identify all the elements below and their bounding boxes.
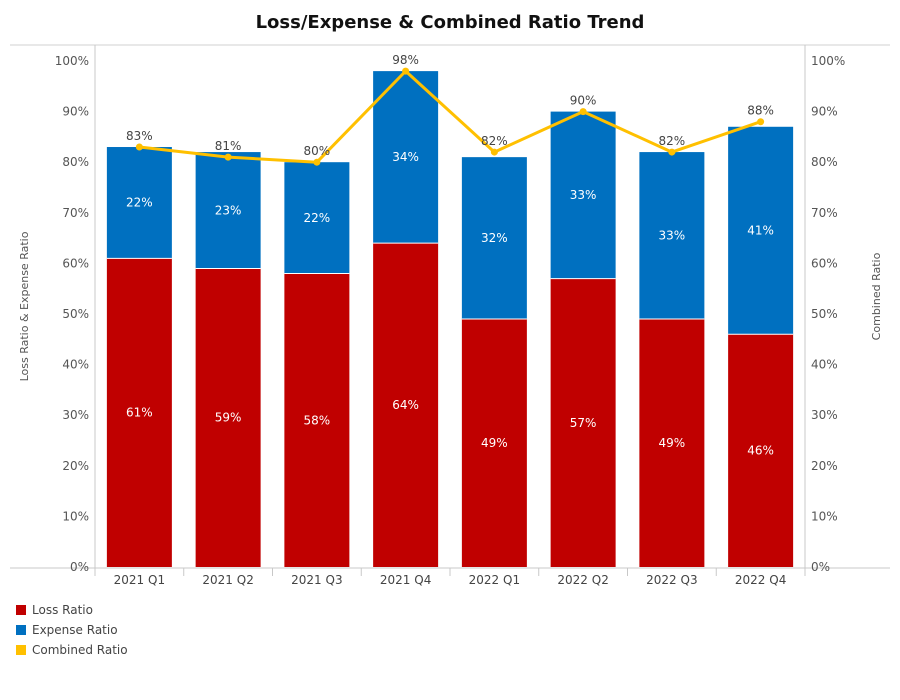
bar-loss-ratio [284,273,350,567]
data-label-combined-ratio: 82% [481,134,508,148]
data-label-loss-ratio: 49% [481,436,508,450]
y-tick-left: 0% [70,560,89,574]
y-tick-left: 10% [62,509,89,523]
data-label-combined-ratio: 98% [392,53,419,67]
bar-expense-ratio [195,152,261,269]
data-label-combined-ratio: 80% [304,144,331,158]
bar-expense-ratio [373,71,439,244]
y-tick-right: 30% [811,408,838,422]
x-tick-label: 2021 Q4 [380,573,431,587]
line-combined-ratio [139,69,762,164]
data-label-loss-ratio: 58% [304,413,331,427]
legend-label-loss-ratio: Loss Ratio [32,603,93,617]
bar-loss-ratio [106,258,172,567]
data-label-loss-ratio: 46% [747,444,774,458]
y-tick-right: 10% [811,509,838,523]
data-label-expense-ratio: 41% [747,224,774,238]
y-tick-right: 0% [811,560,830,574]
data-label-expense-ratio: 22% [126,196,153,210]
bar-expense-ratio [106,147,172,259]
legend-item-combined-ratio[interactable]: Combined Ratio [16,640,128,660]
data-label-combined-ratio: 90% [570,94,597,108]
x-tick-label: 2022 Q4 [735,573,786,587]
legend: Loss Ratio Expense Ratio Combined Ratio [16,600,128,660]
data-label-combined-ratio: 81% [215,139,242,153]
data-label-expense-ratio: 23% [215,203,242,217]
y-tick-left: 80% [62,155,89,169]
y-tick-right: 80% [811,155,838,169]
y-axis-title-left: Loss Ratio & Expense Ratio [18,231,31,381]
y-tick-right: 50% [811,307,838,321]
y-tick-left: 70% [62,206,89,220]
legend-swatch-expense-ratio [16,625,26,635]
bar-expense-ratio [461,157,527,320]
point-combined-ratio [313,158,321,166]
bar-loss-ratio [195,268,261,567]
bar-loss-ratio [550,278,616,567]
data-label-expense-ratio: 22% [304,211,331,225]
bar-expense-ratio [639,152,705,320]
bar-expense-ratio [284,162,350,274]
data-label-loss-ratio: 61% [126,406,153,420]
y-tick-right: 100% [811,54,845,68]
y-tick-right: 20% [811,459,838,473]
bar-expense-ratio [728,126,794,335]
y-tick-left: 50% [62,307,89,321]
data-label-expense-ratio: 32% [481,231,508,245]
x-tick-label: 2021 Q2 [202,573,253,587]
point-combined-ratio [224,153,232,161]
data-label-combined-ratio: 88% [747,104,774,118]
y-tick-left: 40% [62,358,89,372]
point-combined-ratio [579,108,587,116]
point-combined-ratio [135,143,143,151]
point-combined-ratio [757,118,765,126]
y-tick-left: 20% [62,459,89,473]
data-label-loss-ratio: 49% [659,436,686,450]
y-tick-left: 60% [62,256,89,270]
bar-loss-ratio [373,243,439,567]
bar-loss-ratio [639,319,705,567]
y-tick-right: 90% [811,105,838,119]
y-tick-right: 70% [811,206,838,220]
y-tick-right: 40% [811,358,838,372]
data-label-expense-ratio: 34% [392,150,419,164]
x-tick-label: 2022 Q3 [646,573,697,587]
y-tick-right: 60% [811,256,838,270]
data-label-loss-ratio: 59% [215,411,242,425]
legend-swatch-combined-ratio [16,645,26,655]
bar-loss-ratio [728,334,794,567]
legend-item-loss-ratio[interactable]: Loss Ratio [16,600,128,620]
legend-label-expense-ratio: Expense Ratio [32,623,118,637]
point-combined-ratio [490,148,498,156]
point-combined-ratio [402,67,410,75]
y-tick-left: 30% [62,408,89,422]
legend-item-expense-ratio[interactable]: Expense Ratio [16,620,128,640]
chart-title: Loss/Expense & Combined Ratio Trend [255,12,645,33]
y-axis-title-right: Combined Ratio [870,252,883,340]
legend-swatch-loss-ratio [16,605,26,615]
bar-loss-ratio [461,319,527,567]
legend-label-combined-ratio: Combined Ratio [32,643,128,657]
data-label-loss-ratio: 64% [392,398,419,412]
data-label-expense-ratio: 33% [570,188,597,202]
data-label-combined-ratio: 82% [659,134,686,148]
y-tick-left: 90% [62,105,89,119]
x-tick-label: 2022 Q1 [469,573,520,587]
y-tick-left: 100% [55,54,89,68]
x-tick-label: 2021 Q1 [114,573,165,587]
data-label-expense-ratio: 33% [659,229,686,243]
x-tick-label: 2022 Q2 [557,573,608,587]
point-combined-ratio [668,148,676,156]
data-label-combined-ratio: 83% [126,129,153,143]
data-label-loss-ratio: 57% [570,416,597,430]
x-tick-label: 2021 Q3 [291,573,342,587]
bar-expense-ratio [550,111,616,279]
